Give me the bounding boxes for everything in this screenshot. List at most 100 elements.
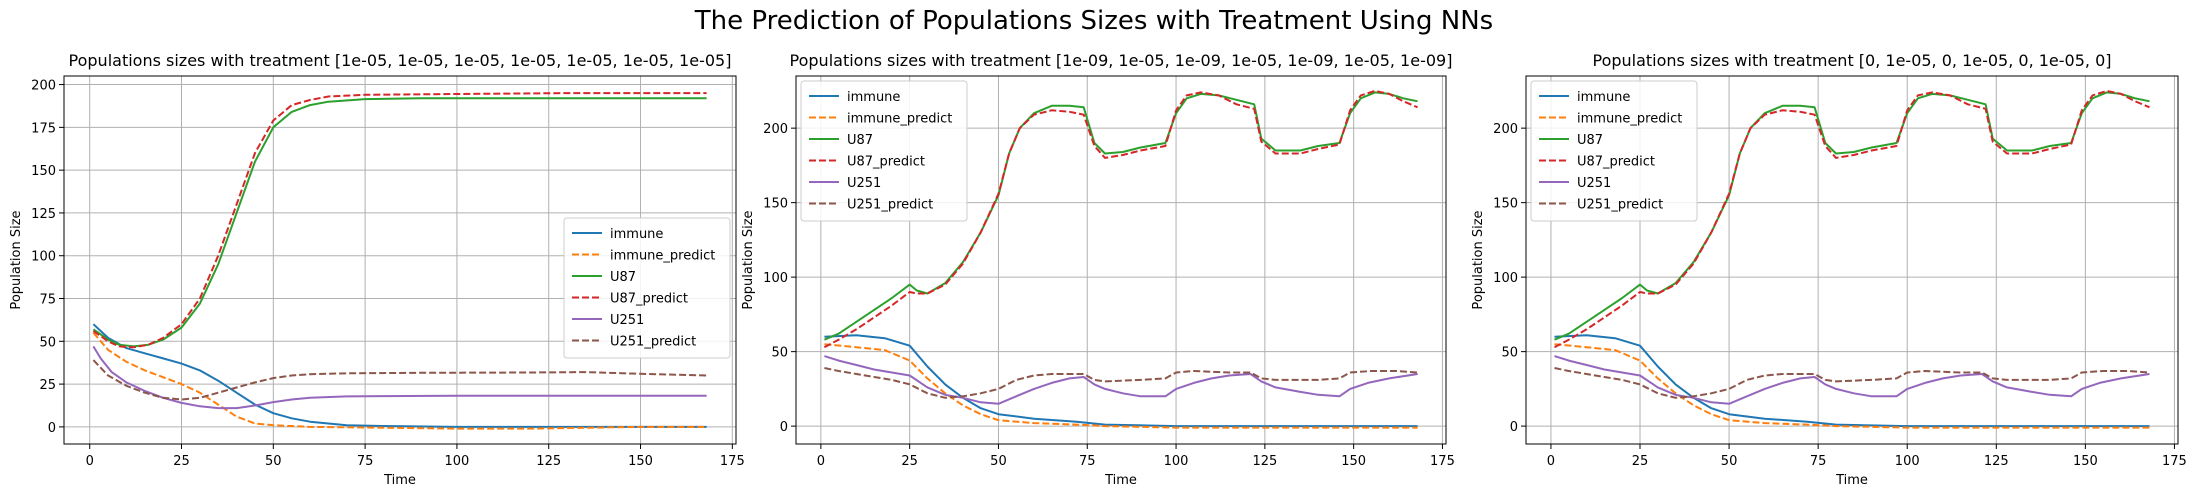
series-line-immune-predict [1554, 343, 2150, 429]
y-tick-label: 200 [1493, 122, 1518, 137]
series-line-u251 [1554, 355, 2150, 405]
series-line-u251 [92, 345, 707, 410]
x-tick-label: 75 [1079, 454, 1096, 469]
legend-box [563, 217, 731, 359]
series-line-immune [1554, 334, 2150, 428]
chart-3: Populations sizes with treatment [0, 1e-… [1471, 51, 2187, 488]
chart-1: Populations sizes with treatment [1e-05,… [9, 51, 745, 488]
legend-label: immune [610, 227, 663, 242]
legend: immune immune_predict U87 U87_predict U251 U2… [563, 217, 731, 359]
x-tick-label: 0 [86, 454, 94, 469]
legend-label: U251 [610, 313, 644, 328]
x-tick-label: 175 [720, 454, 745, 469]
x-tick-label: 0 [1547, 454, 1555, 469]
x-tick-label: 50 [1721, 454, 1738, 469]
x-tick-label: 50 [990, 454, 1007, 469]
series-line-u87 [1554, 91, 2150, 341]
series-line-immune-predict [92, 332, 707, 430]
legend-label: U87 [610, 270, 636, 285]
legend-label: immune [847, 90, 900, 105]
x-tick-label: 25 [901, 454, 918, 469]
y-axis-label: Population Size [9, 210, 24, 309]
series-line-u251 [824, 355, 1418, 405]
plot-frame [1525, 75, 2179, 445]
chart-title: Populations sizes with treatment [0, 1e-… [1592, 51, 2111, 70]
x-tick-label: 125 [536, 454, 561, 469]
y-tick-label: 150 [1493, 197, 1518, 212]
legend-label: immune_predict [610, 249, 715, 264]
chart-title: Populations sizes with treatment [1e-09,… [790, 51, 1453, 70]
y-tick-label: 175 [31, 121, 56, 136]
x-tick-label: 150 [2073, 454, 2098, 469]
x-tick-label: 75 [1810, 454, 1827, 469]
y-axis-label: Population Size [1471, 210, 1486, 309]
x-tick-label: 175 [2162, 454, 2187, 469]
y-tick-label: 0 [780, 420, 788, 435]
x-tick-label: 25 [1632, 454, 1649, 469]
x-tick-label: 100 [1164, 454, 1189, 469]
legend-label: U251 [1577, 176, 1611, 191]
legend: immune immune_predict U87 U87_predict U251 U2… [1530, 80, 1698, 222]
x-tick-label: 100 [1895, 454, 1920, 469]
legend-box [1530, 80, 1698, 222]
y-tick-label: 25 [39, 378, 56, 393]
y-tick-label: 0 [48, 421, 56, 436]
legend: immune immune_predict U87 U87_predict U251 U2… [800, 80, 968, 222]
legend-label: U251_predict [1577, 198, 1663, 213]
y-tick-label: 50 [39, 335, 56, 350]
legend-label: immune_predict [847, 112, 952, 127]
legend-label: U87 [1577, 133, 1603, 148]
x-tick-label: 125 [1252, 454, 1277, 469]
x-axis-label: Time [1835, 473, 1868, 488]
legend-label: U87_predict [1577, 155, 1655, 170]
series-line-immune [92, 323, 707, 428]
legend-label: U87_predict [847, 155, 925, 170]
plot-frame [63, 75, 737, 445]
chart-2: Populations sizes with treatment [1e-09,… [741, 51, 1455, 488]
legend-box [800, 80, 968, 222]
series-line-u87-predict [92, 92, 707, 349]
series-line-u251-predict [824, 367, 1418, 399]
x-tick-label: 75 [357, 454, 374, 469]
plot-frame [795, 75, 1447, 445]
x-tick-label: 0 [817, 454, 825, 469]
series-line-u251-predict [1554, 367, 2150, 399]
x-tick-label: 175 [1430, 454, 1455, 469]
y-tick-label: 50 [1501, 346, 1518, 361]
y-tick-label: 150 [763, 197, 788, 212]
y-tick-label: 50 [771, 346, 788, 361]
y-tick-label: 200 [763, 122, 788, 137]
y-tick-label: 200 [31, 79, 56, 94]
series-line-immune-predict [824, 343, 1418, 429]
y-tick-label: 150 [31, 164, 56, 179]
series-line-u87-predict [823, 89, 1418, 349]
x-tick-label: 150 [628, 454, 653, 469]
legend-label: U87_predict [610, 292, 688, 307]
legend-label: immune_predict [1577, 112, 1682, 127]
series-line-u87-predict [1554, 89, 2150, 349]
y-tick-label: 125 [31, 207, 56, 222]
y-tick-label: 0 [1510, 420, 1518, 435]
y-tick-label: 100 [31, 250, 56, 265]
y-axis-label: Population Size [741, 210, 756, 309]
x-tick-label: 150 [1341, 454, 1366, 469]
x-tick-label: 100 [445, 454, 470, 469]
series-line-u251-predict [92, 359, 707, 401]
x-tick-label: 125 [1984, 454, 2009, 469]
series-line-u87 [824, 91, 1418, 341]
y-tick-label: 75 [39, 293, 56, 308]
series-line-immune [824, 334, 1418, 428]
legend-label: U251_predict [610, 335, 696, 350]
legend-label: U87 [847, 133, 873, 148]
x-axis-label: Time [383, 473, 416, 488]
legend-label: U251 [847, 176, 881, 191]
y-tick-label: 100 [763, 271, 788, 286]
x-tick-label: 50 [265, 454, 282, 469]
legend-label: immune [1577, 90, 1630, 105]
y-tick-label: 100 [1493, 271, 1518, 286]
x-axis-label: Time [1104, 473, 1137, 488]
chart-title: Populations sizes with treatment [1e-05,… [69, 51, 732, 70]
x-tick-label: 25 [173, 454, 190, 469]
